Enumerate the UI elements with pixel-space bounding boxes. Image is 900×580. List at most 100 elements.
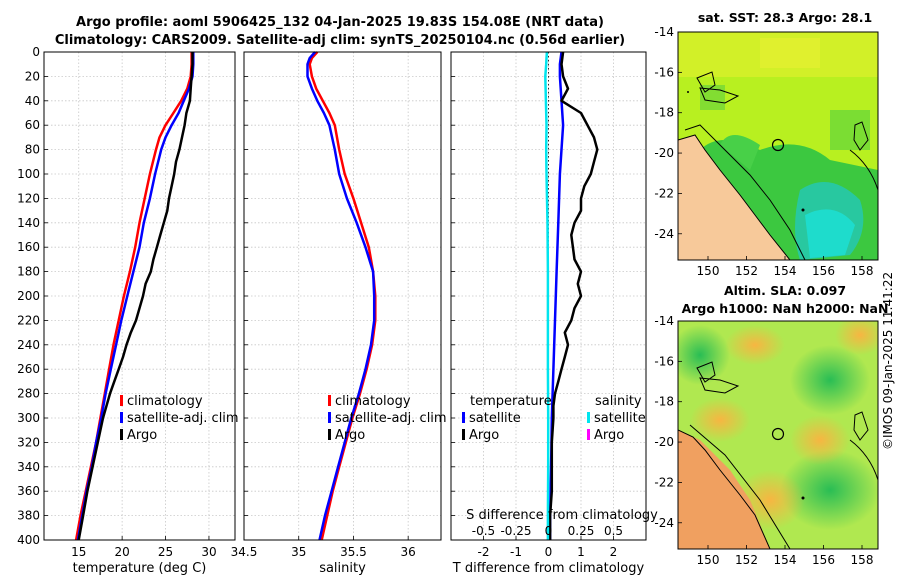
map-lat-label: -16 bbox=[654, 354, 674, 368]
legend-label: Argo bbox=[335, 428, 365, 443]
legend-swatch bbox=[587, 412, 590, 423]
x-tick-label: -2 bbox=[478, 545, 490, 559]
map-lon-label: 156 bbox=[812, 553, 835, 567]
legend-label: satellite bbox=[594, 411, 646, 426]
y-tick-label: 280 bbox=[17, 387, 40, 401]
series-line-satellite-adj-clim bbox=[76, 52, 195, 541]
legend-label: satellite-adj. clim bbox=[335, 411, 447, 426]
y-tick-label: 340 bbox=[17, 460, 40, 474]
legend-label: Argo bbox=[127, 428, 157, 443]
x-tick-label: 2 bbox=[610, 545, 618, 559]
secondary-tick-label: -0.25 bbox=[500, 524, 531, 538]
legend-swatch bbox=[328, 395, 331, 406]
legend-swatch bbox=[462, 429, 465, 440]
legend-swatch bbox=[328, 412, 331, 423]
map-lon-label: 158 bbox=[851, 264, 874, 278]
secondary-tick-label: 0.5 bbox=[604, 524, 623, 538]
map-lat-label: -14 bbox=[654, 25, 674, 39]
x-axis-label: temperature (deg C) bbox=[73, 561, 207, 576]
map-lat-label: -24 bbox=[654, 516, 674, 530]
figure-title-line2: Climatology: CARS2009. Satellite-adj cli… bbox=[54, 33, 626, 48]
map-lon-label: 154 bbox=[774, 553, 797, 567]
y-tick-label: 200 bbox=[17, 289, 40, 303]
y-tick-label: 180 bbox=[17, 265, 40, 279]
map-lon-label: 150 bbox=[697, 553, 720, 567]
argo-height-title: Argo h1000: NaN h2000: NaN bbox=[681, 301, 889, 316]
y-tick-label: 320 bbox=[17, 435, 40, 449]
x-axis-label: T difference from climatology bbox=[452, 561, 645, 576]
x-tick-label: 20 bbox=[114, 545, 129, 559]
x-tick-label: -1 bbox=[510, 545, 522, 559]
legend-swatch bbox=[120, 412, 123, 423]
map-lat-label: -22 bbox=[654, 186, 674, 200]
temperature-panel: 0 20 40 60 80 100 120 140 160 180 200 220 240 260 280 3… bbox=[17, 45, 239, 576]
series-line-t-argo bbox=[548, 51, 599, 540]
x-tick-label: 35.5 bbox=[340, 545, 367, 559]
x-axis-label: salinity bbox=[319, 561, 366, 576]
legend-label: satellite-adj. clim bbox=[127, 411, 239, 426]
map-lon-label: 154 bbox=[774, 264, 797, 278]
x-tick-label: 25 bbox=[158, 545, 173, 559]
legend-swatch bbox=[462, 412, 465, 423]
legend-label: Argo bbox=[594, 428, 624, 443]
imos-timestamp: ©IMOS 09-Jan-2025 11:41:22 bbox=[881, 271, 895, 450]
y-tick-label: 220 bbox=[17, 313, 40, 327]
figure-title-line1: Argo profile: aoml 5906425_132 04-Jan-20… bbox=[76, 15, 604, 30]
legend-title-salinity: salinity bbox=[595, 394, 642, 409]
y-tick-label: 0 bbox=[32, 45, 40, 59]
map-lon-label: 152 bbox=[735, 264, 758, 278]
y-tick-label: 260 bbox=[17, 362, 40, 376]
map-lat-label: -24 bbox=[654, 227, 674, 241]
x-tick-label: 1 bbox=[577, 545, 585, 559]
legend-title-temperature: temperature bbox=[470, 394, 552, 409]
map-lat-label: -20 bbox=[654, 435, 674, 449]
map-lon-label: 150 bbox=[697, 264, 720, 278]
legend-swatch bbox=[587, 429, 590, 440]
series-line-s-satellite bbox=[544, 51, 550, 540]
y-tick-label: 20 bbox=[25, 69, 40, 83]
sla-map bbox=[677, 320, 879, 550]
map-lat-label: -14 bbox=[654, 314, 674, 328]
plot-border bbox=[243, 51, 442, 541]
plot-border bbox=[450, 51, 647, 541]
x-tick-label: 30 bbox=[201, 545, 216, 559]
legend-label: climatology bbox=[127, 394, 203, 409]
y-tick-label: 40 bbox=[25, 94, 40, 108]
secondary-tick-label: -0.5 bbox=[472, 524, 495, 538]
difference-panel: -2 -1 0 1 2 T difference from climatology temp… bbox=[450, 51, 658, 576]
map-lat-label: -18 bbox=[654, 395, 674, 409]
map-lat-label: -16 bbox=[654, 65, 674, 79]
map-lat-label: -20 bbox=[654, 146, 674, 160]
sla-map-title: Altim. SLA: 0.097 bbox=[723, 283, 847, 298]
sst-map bbox=[677, 31, 879, 261]
y-tick-label: 160 bbox=[17, 240, 40, 254]
x-tick-label: 0 bbox=[545, 545, 553, 559]
map-lat-label: -22 bbox=[654, 475, 674, 489]
legend-swatch bbox=[328, 429, 331, 440]
secondary-axis-label: S difference from climatology bbox=[466, 508, 658, 523]
x-tick-label: 34.5 bbox=[231, 545, 258, 559]
x-tick-label: 36 bbox=[401, 545, 416, 559]
y-tick-label: 60 bbox=[25, 118, 40, 132]
salinity-panel: 34.5 35 35.5 36 salinity climatology satellite… bbox=[231, 51, 447, 576]
series-line-satellite-adj-clim bbox=[306, 51, 376, 541]
secondary-tick-label: 0.25 bbox=[568, 524, 595, 538]
legend-swatch bbox=[120, 395, 123, 406]
y-tick-label: 240 bbox=[17, 338, 40, 352]
x-tick-label: 35 bbox=[291, 545, 306, 559]
legend-label: climatology bbox=[335, 394, 411, 409]
map-axis-ticks: -14 -16 -18 -20 -22 -24 150 152 154 156 158 -14 -16 -… bbox=[654, 25, 873, 567]
map-lon-label: 156 bbox=[812, 264, 835, 278]
y-tick-label: 360 bbox=[17, 484, 40, 498]
y-tick-label: 120 bbox=[17, 191, 40, 205]
y-tick-label: 140 bbox=[17, 216, 40, 230]
map-lon-label: 152 bbox=[735, 553, 758, 567]
legend-label: satellite bbox=[469, 411, 521, 426]
y-tick-label: 80 bbox=[25, 143, 40, 157]
map-lon-label: 158 bbox=[851, 553, 874, 567]
y-tick-label: 400 bbox=[17, 533, 40, 547]
y-tick-label: 380 bbox=[17, 509, 40, 523]
series-line-argo bbox=[77, 52, 194, 541]
y-tick-label: 100 bbox=[17, 167, 40, 181]
